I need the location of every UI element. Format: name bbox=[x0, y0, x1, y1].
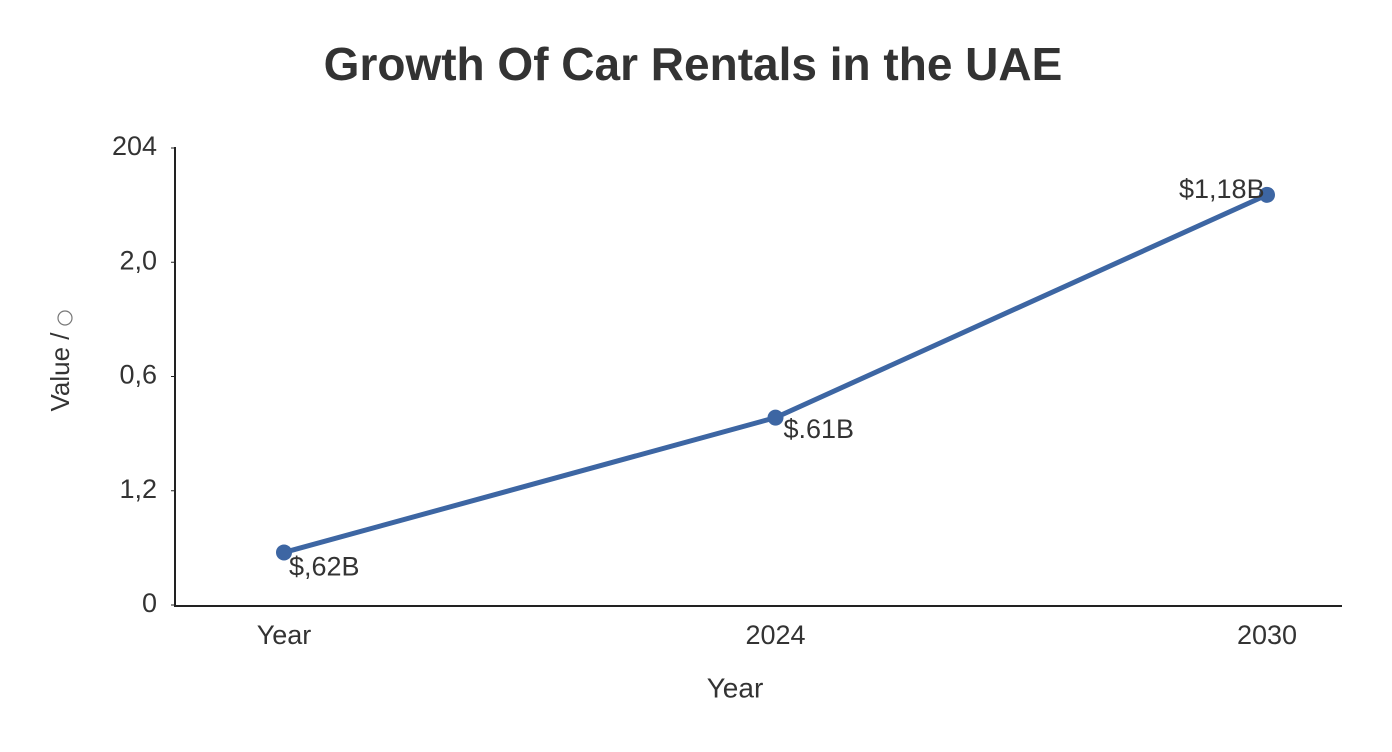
line bbox=[281, 192, 1270, 555]
y-tick-label: 2,0 bbox=[119, 245, 157, 275]
point bbox=[276, 544, 292, 561]
y-tick-label: 1,2 bbox=[119, 474, 157, 504]
point bbox=[1259, 186, 1275, 203]
x-axis-label: Year bbox=[707, 672, 764, 703]
data-label: $.61B bbox=[784, 414, 855, 444]
data-label: $,62B bbox=[289, 552, 360, 582]
data-label: $1,18B bbox=[1179, 174, 1265, 204]
x-tick-label: 2024 bbox=[745, 620, 805, 650]
y-tick-label: 204 bbox=[112, 131, 157, 161]
y-tick-label: 0,6 bbox=[119, 360, 157, 390]
y-tick-label: 0 bbox=[142, 588, 157, 618]
y-axis-label: Value / bbox=[45, 332, 75, 412]
chart-title: Growth Of Car Rentals in the UAE bbox=[324, 38, 1063, 90]
x-tick-label: 2030 bbox=[1237, 620, 1297, 650]
point bbox=[767, 409, 784, 426]
x-tick-label: Year bbox=[257, 620, 312, 650]
axis-label-icon bbox=[57, 310, 73, 326]
